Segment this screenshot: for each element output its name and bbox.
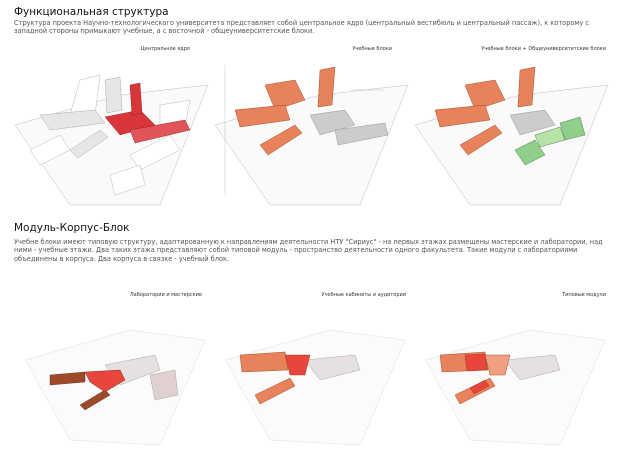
university-blocks-green — [514, 116, 586, 166]
section-title-module-building-block: Модуль-Корпус-Блок — [14, 222, 130, 234]
section-text-module-building-block: Учебне блоки имеют типовую структуру, ад… — [14, 238, 603, 263]
diagram-classrooms — [224, 329, 406, 446]
panel-title-typical-modules: Типовые модули — [562, 292, 606, 298]
panel-title-teaching-blocks: Учебные блоки — [352, 46, 392, 52]
central-core-red — [104, 82, 191, 144]
panel-title-central-core: Центральное ядро — [140, 46, 190, 52]
diagram-teaching-university-blocks — [414, 66, 609, 206]
panel-title-labs-workshops: Лаборатории и мастерские — [129, 292, 202, 298]
diagram-central-core — [14, 74, 209, 206]
teaching-blocks-grey — [39, 76, 123, 159]
panel-title-classrooms: Учебные кабинеты и аудитории — [321, 292, 406, 298]
teaching-blocks-orange — [234, 66, 336, 156]
diagram-teaching-blocks — [214, 65, 409, 206]
section-text-functional-structure: Структура проекта Научно-технологическог… — [14, 19, 590, 36]
central-core-grey — [309, 109, 389, 146]
panel-title-teaching-university-blocks: Учебные блоки + Общеуниверситетские блок… — [481, 46, 606, 52]
diagram-labs-workshops — [24, 329, 206, 446]
diagram-typical-modules — [424, 329, 606, 446]
section-title-functional-structure: Функциональная структура — [14, 6, 169, 18]
